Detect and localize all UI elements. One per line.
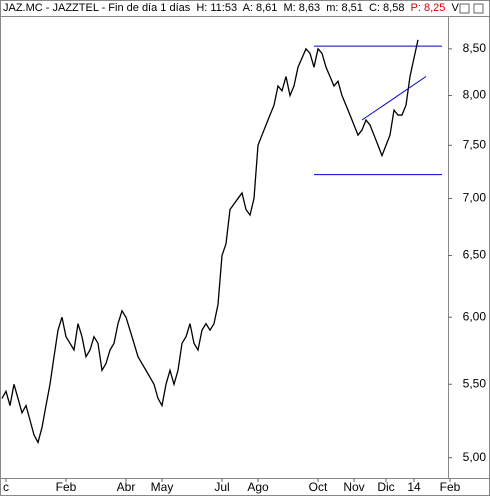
x-tick-label: Ago [247,480,269,494]
price-line [1,39,419,445]
x-tick-label: Feb [56,480,77,494]
x-tick-label: Dic [377,480,394,494]
x-tick-label: 14 [407,480,421,494]
trendline [361,76,427,121]
y-tick-label: 8,00 [463,88,487,102]
header: JAZ.MC - JAZZTEL - Fin de día 1 días H: … [3,2,459,14]
y-tick-label: 8,50 [463,41,487,55]
x-tick-label: Feb [440,480,461,494]
window-button[interactable] [473,3,484,14]
x-tick-label: Abr [117,480,136,494]
y-tick-label: 5,50 [463,376,487,390]
y-tick-label: 5,00 [463,450,487,464]
y-tick-label: 7,50 [463,137,487,151]
y-tick-label: 6,00 [463,309,487,323]
y-tick-label: 7,00 [463,191,487,205]
x-tick-label: Oct [309,480,328,494]
x-tick-label: Nov [343,480,364,494]
x-tick-label: Jul [214,480,229,494]
window-button[interactable] [459,3,470,14]
y-tick-label: 6,50 [463,248,487,262]
x-tick-label: c [3,480,9,494]
x-tick-label: May [151,480,174,494]
